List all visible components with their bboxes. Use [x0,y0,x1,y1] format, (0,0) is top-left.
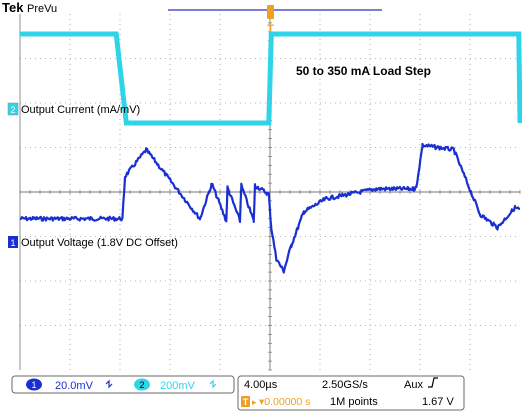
ch2-current-trace [20,31,522,126]
delay-trigger-letter: T [243,397,249,407]
ch2-ground-marker[interactable]: 2 [7,102,19,116]
ch2-badge-number: 2 [139,380,144,390]
trigger-position-letter: T [267,23,274,35]
trigger-source[interactable]: Aux [404,379,423,391]
horizontal-delay[interactable]: T ▸ ▾0.00000 s [241,396,310,408]
delay-arrow: ▸ [252,397,257,407]
load-step-annotation: 50 to 350 mA Load Step [296,64,431,78]
trigger-position-marker[interactable] [267,5,274,19]
ch2-bandwidth-limit-icon [209,379,217,389]
timebase-box [237,375,465,411]
brand-logo: Tek [2,0,24,15]
ch1-marker-number: 1 [10,238,15,248]
ch1-badge-number: 1 [31,380,36,390]
channel-readout-box [11,375,235,394]
delay-value: ▾0.00000 s [259,396,310,408]
horizontal-scale[interactable]: 4.00µs [244,379,278,391]
record-length: 1M points [330,396,378,408]
ch2-readout[interactable]: 2 200mV [134,378,217,393]
ch1-readout[interactable]: 1 20.0mV [26,378,113,393]
ch1-trace-label: Output Voltage (1.8V DC Offset) [21,237,178,249]
ch1-voltage-trace [19,142,521,274]
status-bar: 1 20.0mV 2 200mV 4.00µs 2.50GS/s Aux T ▸… [0,374,522,413]
ch1-ground-marker[interactable]: 1 [8,236,18,248]
acquisition-mode: PreVu [27,3,57,15]
ch2-scale: 200mV [160,380,196,392]
ch1-scale: 20.0mV [55,380,94,392]
sample-rate: 2.50GS/s [322,379,368,391]
rising-edge-icon [428,377,438,388]
ch1-badge [26,378,42,391]
ch1-bandwidth-limit-icon [105,379,113,389]
delay-trigger-badge [241,396,250,407]
waveform-layer [19,31,522,274]
ch2-badge [134,378,150,391]
ch2-trace-label: Output Current (mA/mV) [21,104,140,116]
trigger-level[interactable]: 1.67 V [422,396,454,408]
ch2-marker-number: 2 [10,105,15,115]
